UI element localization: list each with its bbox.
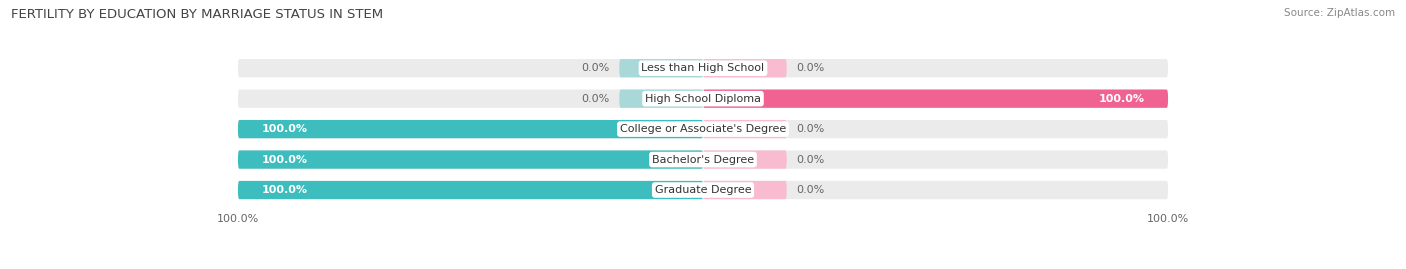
Text: 0.0%: 0.0%: [582, 63, 610, 73]
Text: 0.0%: 0.0%: [796, 155, 824, 165]
Text: 100.0%: 100.0%: [1099, 94, 1144, 104]
Text: Source: ZipAtlas.com: Source: ZipAtlas.com: [1284, 8, 1395, 18]
Text: 100.0%: 100.0%: [262, 124, 307, 134]
Text: 100.0%: 100.0%: [262, 155, 307, 165]
Text: 0.0%: 0.0%: [796, 185, 824, 195]
FancyBboxPatch shape: [238, 59, 1168, 77]
FancyBboxPatch shape: [703, 59, 787, 77]
FancyBboxPatch shape: [238, 181, 1168, 199]
Text: 0.0%: 0.0%: [796, 63, 824, 73]
Legend: Married, Unmarried: Married, Unmarried: [624, 266, 782, 269]
FancyBboxPatch shape: [703, 120, 787, 138]
FancyBboxPatch shape: [703, 150, 787, 169]
FancyBboxPatch shape: [238, 150, 1168, 169]
Text: High School Diploma: High School Diploma: [645, 94, 761, 104]
FancyBboxPatch shape: [238, 181, 703, 199]
FancyBboxPatch shape: [703, 90, 1168, 108]
FancyBboxPatch shape: [238, 120, 703, 138]
Text: Less than High School: Less than High School: [641, 63, 765, 73]
Text: Bachelor's Degree: Bachelor's Degree: [652, 155, 754, 165]
FancyBboxPatch shape: [619, 90, 703, 108]
FancyBboxPatch shape: [703, 181, 787, 199]
Text: 100.0%: 100.0%: [262, 185, 307, 195]
FancyBboxPatch shape: [619, 59, 703, 77]
FancyBboxPatch shape: [238, 120, 1168, 138]
FancyBboxPatch shape: [238, 150, 703, 169]
FancyBboxPatch shape: [238, 90, 1168, 108]
Text: 0.0%: 0.0%: [796, 124, 824, 134]
Text: College or Associate's Degree: College or Associate's Degree: [620, 124, 786, 134]
Text: Graduate Degree: Graduate Degree: [655, 185, 751, 195]
Text: 0.0%: 0.0%: [582, 94, 610, 104]
Text: FERTILITY BY EDUCATION BY MARRIAGE STATUS IN STEM: FERTILITY BY EDUCATION BY MARRIAGE STATU…: [11, 8, 384, 21]
